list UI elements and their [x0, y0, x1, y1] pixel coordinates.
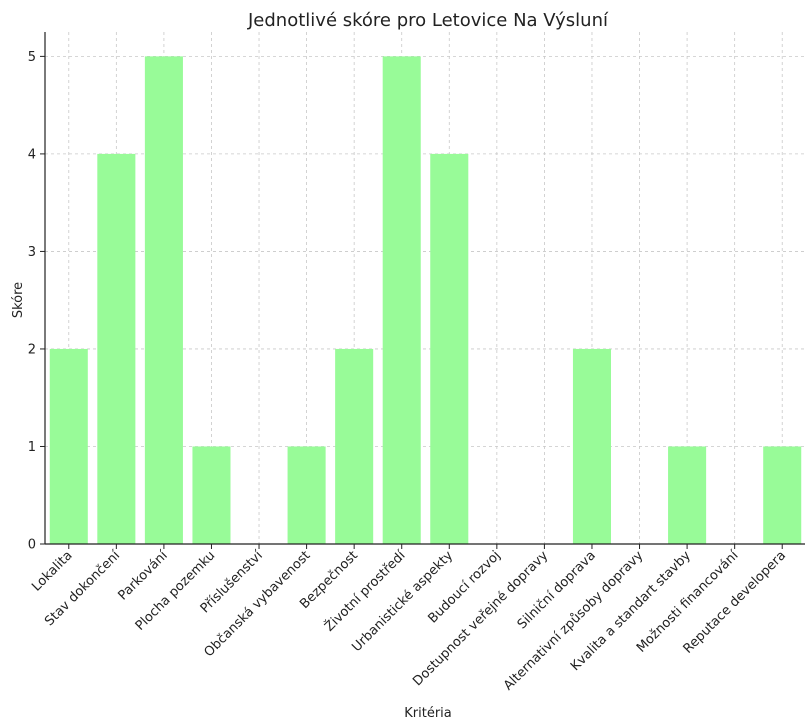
bar: [49, 348, 88, 544]
bar: [97, 153, 136, 544]
y-tick-label: 1: [28, 440, 36, 455]
bar: [287, 446, 326, 544]
axes: [44, 32, 805, 545]
bar: [192, 446, 231, 544]
bar: [668, 446, 707, 544]
x-tick-label: Lokalita: [29, 548, 75, 594]
bar: [763, 446, 802, 544]
y-ticks: 0 1 2 3 4 5: [28, 50, 45, 553]
bar: [335, 348, 374, 544]
y-tick-label: 3: [28, 245, 36, 260]
bar: [572, 348, 611, 544]
chart-title: Jednotlivé skóre pro Letovice Na Výsluní: [247, 10, 609, 31]
y-tick-label: 4: [28, 147, 36, 162]
y-tick-label: 0: [28, 538, 36, 553]
x-axis-title: Kritéria: [404, 706, 452, 721]
y-tick-label: 5: [28, 50, 36, 65]
bar: [430, 153, 469, 544]
y-axis-title: Skóre: [11, 282, 26, 318]
y-tick-label: 2: [28, 342, 36, 357]
bar: [382, 56, 421, 544]
bar: [144, 56, 183, 544]
bars: [49, 56, 802, 544]
x-tick-label: Plocha pozemku: [133, 548, 219, 634]
x-tick-label: Životní prostředí: [321, 547, 408, 634]
